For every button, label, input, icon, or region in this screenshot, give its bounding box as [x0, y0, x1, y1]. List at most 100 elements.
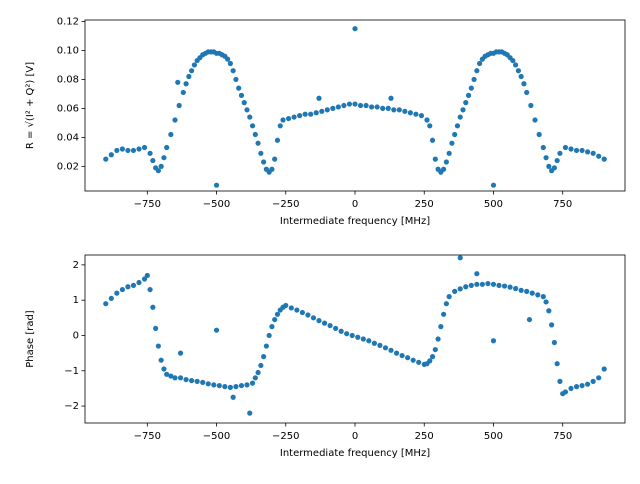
data-point	[546, 308, 552, 314]
data-point	[490, 182, 497, 188]
data-point	[465, 92, 472, 98]
data-point	[551, 165, 557, 171]
data-point	[540, 294, 546, 300]
data-point	[399, 352, 405, 359]
data-point	[501, 283, 508, 289]
data-point	[158, 357, 164, 363]
data-point	[590, 378, 596, 384]
data-point	[164, 144, 170, 151]
data-point	[119, 286, 125, 293]
data-point	[385, 105, 391, 111]
data-point	[521, 81, 527, 87]
y-tick-label: 0.04	[57, 132, 79, 143]
data-point	[427, 123, 433, 129]
data-point	[114, 147, 120, 154]
data-point	[114, 290, 120, 296]
data-point	[333, 325, 339, 332]
data-point	[216, 382, 222, 389]
data-point	[382, 345, 389, 351]
data-point	[230, 68, 236, 74]
data-point	[454, 123, 461, 129]
data-point	[172, 375, 178, 381]
data-point	[435, 336, 441, 342]
data-point	[518, 287, 524, 293]
data-point	[108, 295, 114, 302]
data-point	[205, 381, 211, 387]
data-point	[352, 101, 358, 107]
data-point	[429, 137, 436, 143]
data-point	[238, 92, 245, 98]
data-point	[252, 375, 258, 381]
data-point	[396, 107, 402, 113]
data-point	[341, 102, 347, 109]
data-point	[338, 328, 344, 334]
data-point	[191, 62, 197, 68]
x-tick-label: 250	[415, 199, 434, 210]
data-point	[374, 104, 380, 110]
data-point	[468, 85, 474, 91]
x-tick-label: −750	[134, 431, 161, 442]
data-point	[579, 382, 585, 389]
data-point	[119, 146, 125, 152]
data-point	[474, 281, 480, 287]
data-point	[424, 117, 430, 123]
data-point	[238, 382, 245, 389]
y-tick-label: 2	[73, 260, 79, 271]
data-point	[479, 281, 485, 287]
data-point	[168, 373, 174, 379]
data-point	[474, 68, 480, 74]
data-point	[155, 168, 161, 174]
data-point	[513, 62, 519, 68]
data-point	[266, 332, 272, 339]
data-point	[147, 286, 153, 293]
data-point	[147, 150, 153, 156]
data-point	[452, 288, 458, 294]
data-point	[319, 108, 325, 114]
data-point	[176, 102, 182, 109]
data-point	[213, 182, 220, 188]
data-point	[536, 131, 542, 138]
y-axis-label: Phase [rad]	[25, 310, 36, 368]
y-tick-label: 0.02	[57, 161, 79, 172]
data-point	[136, 279, 142, 286]
data-point	[485, 280, 491, 287]
data-point	[277, 123, 283, 129]
data-point	[490, 338, 497, 344]
data-point	[177, 375, 184, 381]
data-point	[249, 380, 256, 386]
data-point	[283, 302, 289, 309]
data-point	[388, 347, 394, 353]
data-point	[366, 338, 372, 344]
data-point	[457, 114, 463, 120]
data-point	[241, 100, 247, 106]
data-point	[496, 282, 502, 288]
data-point	[244, 107, 250, 113]
data-point	[225, 56, 231, 62]
data-point	[441, 166, 447, 172]
data-point	[189, 378, 195, 384]
x-tick-label: −250	[272, 199, 299, 210]
data-point	[244, 382, 250, 388]
data-point	[269, 166, 275, 172]
data-point	[562, 144, 569, 151]
data-point	[236, 85, 242, 91]
data-point	[297, 113, 303, 119]
data-point	[463, 284, 469, 290]
data-point	[274, 137, 281, 143]
data-point	[551, 339, 557, 346]
data-point	[255, 369, 261, 376]
data-point	[585, 381, 591, 387]
data-point	[177, 350, 184, 356]
data-point	[308, 111, 314, 117]
data-point	[363, 102, 369, 109]
x-tick-label: 750	[553, 431, 572, 442]
data-point	[471, 76, 477, 83]
data-point	[161, 155, 167, 161]
y-tick-label: 0.06	[57, 103, 79, 114]
y-tick-label: −2	[64, 401, 79, 412]
data-point	[452, 131, 458, 138]
x-tick-label: 0	[352, 199, 358, 210]
data-point	[252, 131, 258, 138]
